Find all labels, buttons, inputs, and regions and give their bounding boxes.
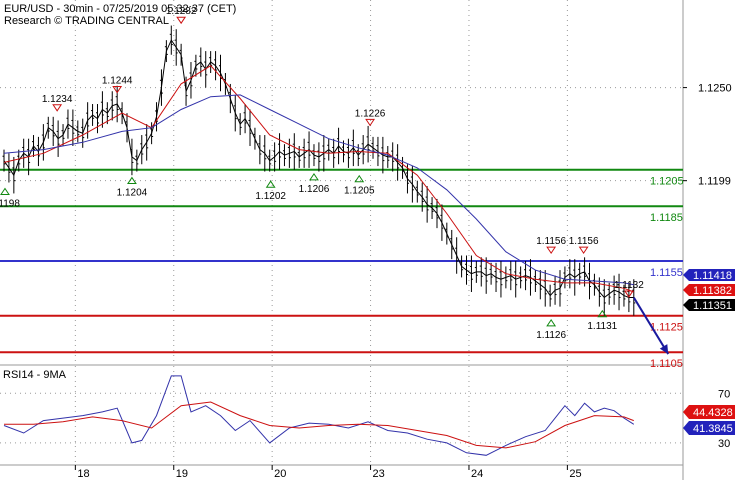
high-marker-icon [365,118,376,127]
rsi-badge-label: 44.4328 [693,407,733,419]
chart-subtitle: Research © TRADING CENTRAL [4,15,169,27]
rsi-line [3,375,635,456]
low-label: 1.1206 [299,184,330,195]
price-badge-label: 1.11351 [693,300,732,312]
low-marker-icon [546,318,557,327]
forecast-arrow-shaft [632,296,670,355]
price-badge-label: 1.11382 [693,285,732,297]
low-marker-icon [265,180,276,188]
x-tick-label: 19 [176,468,188,480]
x-tick-label: 20 [274,468,286,480]
forecast-arrow-head [659,344,669,354]
price-badge-label: 1.11418 [693,270,732,282]
high-marker-icon [52,104,63,112]
high-label: 1.1156 [569,236,599,247]
high-marker-icon [176,16,187,25]
low-marker-icon [0,187,10,195]
level-lines: 1.1205 1.1185 1.1155 1.1125 1.1105 [0,168,684,370]
grid-lines [0,0,683,464]
rsi-badge [683,405,735,419]
rsi-ma-line [4,401,634,449]
price-badge [683,299,735,311]
x-tick-label: 24 [471,468,483,480]
x-tick-label: 25 [569,468,581,480]
axes: 18 19 20 23 24 25 1.1250 1.1199 70 30 [74,83,732,480]
rsi-badge-label: 41.3845 [693,423,733,435]
low-label: 1.1126 [536,330,566,341]
y-tick-label: 1.1199 [698,176,731,188]
high-marker-icon [578,246,589,255]
ma-fast-line [3,65,634,293]
high-marker-icon [112,86,123,94]
low-label: 1.1131 [587,321,617,332]
low-marker-icon [597,309,608,318]
annotations: 1.1198 1.1234 1.1244 1.1204 1.1282 1.1202 1.12… [0,6,644,341]
price-badges: 1.11418 1.11382 1.11351 44.4328 41.3845 [683,269,735,435]
price-badge [683,269,735,281]
level-label: 1.1185 [650,212,683,224]
level-label: 1.1155 [650,267,683,279]
level-label: 1.1105 [650,358,683,370]
low-label: 1.1205 [344,186,375,197]
x-tick-label: 23 [373,468,385,480]
high-label: 1.1282 [166,6,197,17]
level-label: 1.1205 [650,176,684,188]
x-tick-label: 18 [77,468,89,480]
chart-title: EUR/USD - 30min - 07/25/2019 05:32:37 (C… [4,3,236,15]
high-label: 1.1156 [536,236,566,247]
high-label: 1.1234 [42,94,73,105]
high-label: 1.1226 [355,108,386,119]
high-marker-icon [623,290,634,298]
high-marker-icon [546,246,557,255]
price-line [3,39,634,299]
price-badge [683,284,735,296]
ma-slow-line [3,94,634,286]
low-label: 1.1204 [117,188,148,199]
frame [0,0,684,480]
series-lines [2,25,670,456]
low-marker-icon [126,176,137,185]
high-label: 1.1132 [614,280,644,291]
rsi-title: RSI14 - 9MA [3,369,67,381]
high-label: 1.1244 [102,76,133,87]
y-tick-label: 1.1250 [698,83,732,95]
low-marker-icon [309,172,319,181]
rsi-badge [683,421,735,435]
low-label: 1.1202 [255,191,286,202]
low-label: 1.1198 [0,199,20,210]
low-marker-icon [354,174,365,183]
rsi-tick-label: 30 [718,438,730,450]
level-label: 1.1125 [650,322,683,334]
rsi-tick-label: 70 [718,388,730,400]
